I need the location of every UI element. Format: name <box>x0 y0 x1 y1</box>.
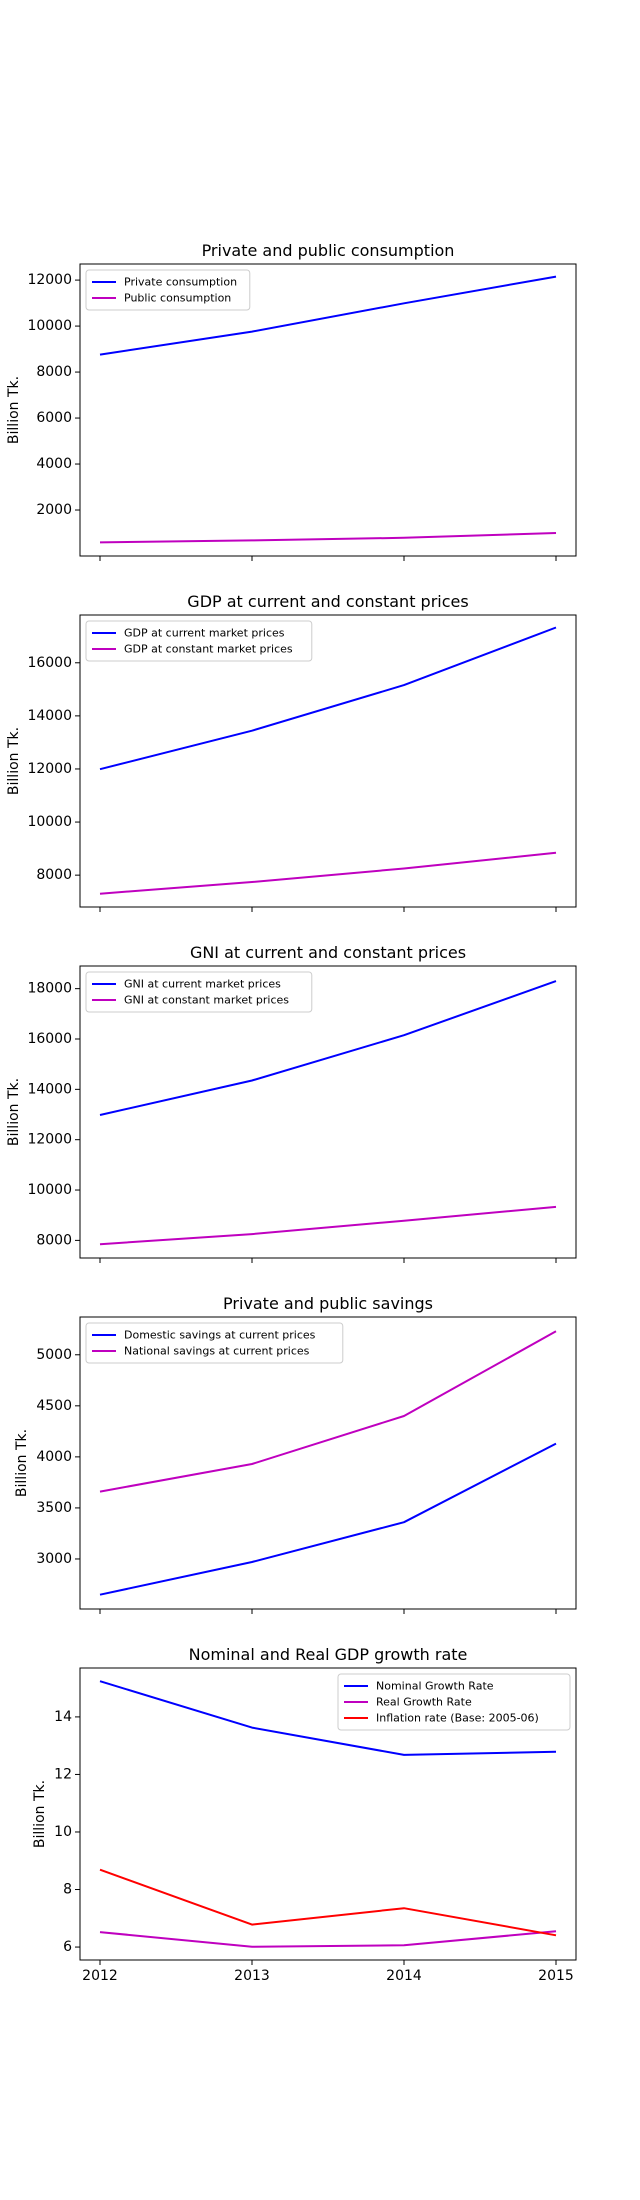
y-axis-label: Billion Tk. <box>6 376 22 444</box>
legend: GNI at current market prices GNI at const… <box>85 971 313 1013</box>
legend-entry: Private consumption <box>124 276 237 289</box>
y-tick-label: 8000 <box>36 364 72 380</box>
y-tick-label: 12000 <box>27 1132 72 1148</box>
series-line-3 <box>99 1868 557 1937</box>
chart-panel-5: Nominal and Real GDP growth rate Billion … <box>32 1645 577 1984</box>
chart-panel-4: Private and public savings Billion Tk. 300… <box>14 1294 577 1614</box>
legend-entry: GDP at current market prices <box>124 627 285 640</box>
legend-entry: Inflation rate (Base: 2005-06) <box>376 1712 539 1725</box>
series-line-1 <box>99 980 557 1116</box>
chart-title: Private and public savings <box>223 1294 433 1313</box>
chart-title: GNI at current and constant prices <box>190 943 466 962</box>
legend-box <box>85 971 313 1013</box>
y-tick-label: 3500 <box>36 1500 72 1516</box>
legend: Private consumption Public consumption <box>85 269 251 311</box>
legend-entry: GDP at constant market prices <box>124 643 293 656</box>
chart-title: GDP at current and constant prices <box>187 592 468 611</box>
series-line-1 <box>99 1442 557 1596</box>
chart-panel-3: GNI at current and constant prices Billio… <box>6 943 577 1263</box>
y-tick-label: 6 <box>63 1939 72 1955</box>
y-tick-label: 8000 <box>36 867 72 883</box>
y-tick-label: 10000 <box>27 318 72 334</box>
y-axis-label: Billion Tk. <box>32 1780 48 1848</box>
y-tick-label: 10000 <box>27 1182 72 1198</box>
legend-entry: Nominal Growth Rate <box>376 1680 494 1693</box>
y-tick-label: 14 <box>54 1709 72 1725</box>
x-tick-label: 2012 <box>82 1968 118 1984</box>
y-tick-label: 2000 <box>36 502 72 518</box>
legend-entry: Domestic savings at current prices <box>124 1329 316 1342</box>
axes-frame <box>79 614 577 908</box>
axes-frame <box>79 1316 577 1610</box>
y-tick-label: 16000 <box>27 655 72 671</box>
chart-title: Nominal and Real GDP growth rate <box>189 1645 468 1664</box>
axes-frame <box>79 263 577 557</box>
y-tick-label: 10000 <box>27 814 72 830</box>
chart-panel-2: GDP at current and constant prices Billio… <box>6 592 577 912</box>
series-line-2 <box>99 1930 557 1948</box>
y-tick-label: 18000 <box>27 981 72 997</box>
y-axis-label: Billion Tk. <box>6 1078 22 1146</box>
y-tick-label: 12 <box>54 1766 72 1782</box>
legend-box <box>85 620 313 662</box>
legend: GDP at current market prices GDP at const… <box>85 620 313 662</box>
y-tick-label: 12000 <box>27 761 72 777</box>
y-tick-label: 3000 <box>36 1551 72 1567</box>
y-axis-label: Billion Tk. <box>14 1429 30 1497</box>
series-line-1 <box>99 626 557 771</box>
legend-entry: Public consumption <box>124 292 231 305</box>
axes-frame <box>79 965 577 1259</box>
series-line-1 <box>99 1680 557 1756</box>
legend-entry: GNI at constant market prices <box>124 994 289 1007</box>
legend: Domestic savings at current prices Nation… <box>85 1322 344 1364</box>
chart-title: Private and public consumption <box>202 241 455 260</box>
legend-box <box>85 1322 344 1364</box>
x-tick-label: 2014 <box>386 1968 422 1984</box>
y-tick-label: 16000 <box>27 1031 72 1047</box>
y-tick-label: 14000 <box>27 708 72 724</box>
y-tick-label: 6000 <box>36 410 72 426</box>
series-line-2 <box>99 532 557 544</box>
series-line-2 <box>99 1330 557 1493</box>
legend-entry: GNI at current market prices <box>124 978 281 991</box>
legend-box <box>337 1673 571 1731</box>
legend: Nominal Growth Rate Real Growth Rate Infla… <box>337 1673 571 1731</box>
legend-entry: Real Growth Rate <box>376 1696 472 1709</box>
y-tick-label: 4500 <box>36 1398 72 1414</box>
y-tick-label: 8 <box>63 1882 72 1898</box>
x-tick-label: 2013 <box>234 1968 270 1984</box>
legend-box <box>85 269 251 311</box>
y-tick-label: 10 <box>54 1824 72 1840</box>
axes-frame <box>79 1667 577 1961</box>
legend-entry: National savings at current prices <box>124 1345 310 1358</box>
y-tick-label: 5000 <box>36 1347 72 1363</box>
y-tick-label: 4000 <box>36 456 72 472</box>
x-tick-label: 2015 <box>538 1968 574 1984</box>
series-line-1 <box>99 275 557 356</box>
y-axis-label: Billion Tk. <box>6 727 22 795</box>
y-tick-label: 8000 <box>36 1232 72 1248</box>
series-line-2 <box>99 1205 557 1246</box>
chart-panel-1: Private and public consumption Billion Tk… <box>6 241 577 561</box>
y-tick-label: 4000 <box>36 1449 72 1465</box>
series-line-2 <box>99 851 557 895</box>
y-tick-label: 12000 <box>27 272 72 288</box>
y-tick-label: 14000 <box>27 1081 72 1097</box>
